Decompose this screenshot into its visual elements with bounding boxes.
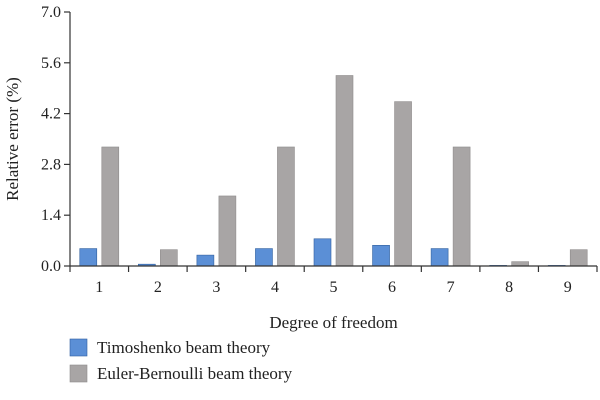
x-tick-label: 3: [212, 279, 220, 296]
bar-timoshenko: [79, 248, 98, 267]
x-axis-title: Degree of freedom: [269, 313, 397, 332]
x-tick-label: 6: [388, 279, 396, 296]
x-tick-label: 5: [330, 279, 338, 296]
bar-euler-bernoulli: [218, 195, 237, 267]
y-tick-label: 0.0: [41, 258, 61, 275]
bar-euler-bernoulli: [569, 249, 588, 267]
y-tick-label: 7.0: [41, 4, 61, 21]
x-tick-label: 8: [505, 279, 513, 296]
y-tick-label: 2.8: [41, 156, 61, 173]
y-tick-label: 4.2: [41, 106, 61, 123]
y-axis-ticks: 0.0 1.4 2.8 4.2 5.6 7.0: [41, 4, 70, 275]
bar-timoshenko: [430, 248, 449, 267]
bar-timoshenko: [372, 245, 390, 267]
bar-timoshenko: [255, 248, 273, 267]
bar-euler-bernoulli: [160, 249, 178, 267]
bar-euler-bernoulli: [277, 146, 295, 267]
bar-timoshenko: [313, 238, 332, 267]
bars-layer: [79, 75, 588, 267]
bar-euler-bernoulli: [452, 146, 471, 267]
y-tick-label: 1.4: [41, 207, 61, 224]
x-axis-ticks: 1 2 3 4 5 6 7 8 9: [69, 266, 598, 296]
bar-euler-bernoulli: [394, 101, 412, 267]
x-tick-label: 2: [154, 279, 162, 296]
bar-timoshenko: [196, 254, 215, 267]
y-axis-title: Relative error (%): [3, 77, 22, 201]
bar-euler-bernoulli: [511, 261, 529, 267]
x-tick-label: 7: [447, 279, 455, 296]
legend-label-timoshenko: Timoshenko beam theory: [97, 338, 271, 357]
legend: Timoshenko beam theory Euler-Bernoulli b…: [69, 338, 293, 383]
y-tick-label: 5.6: [41, 55, 61, 72]
legend-swatch-euler-bernoulli: [69, 364, 88, 383]
legend-swatch-timoshenko: [69, 338, 88, 357]
bar-euler-bernoulli: [101, 146, 120, 267]
x-tick-label: 1: [95, 279, 103, 296]
x-tick-label: 4: [271, 279, 279, 296]
x-tick-label: 9: [564, 279, 572, 296]
bar-euler-bernoulli: [335, 75, 354, 267]
legend-label-euler-bernoulli: Euler-Bernoulli beam theory: [97, 364, 293, 383]
